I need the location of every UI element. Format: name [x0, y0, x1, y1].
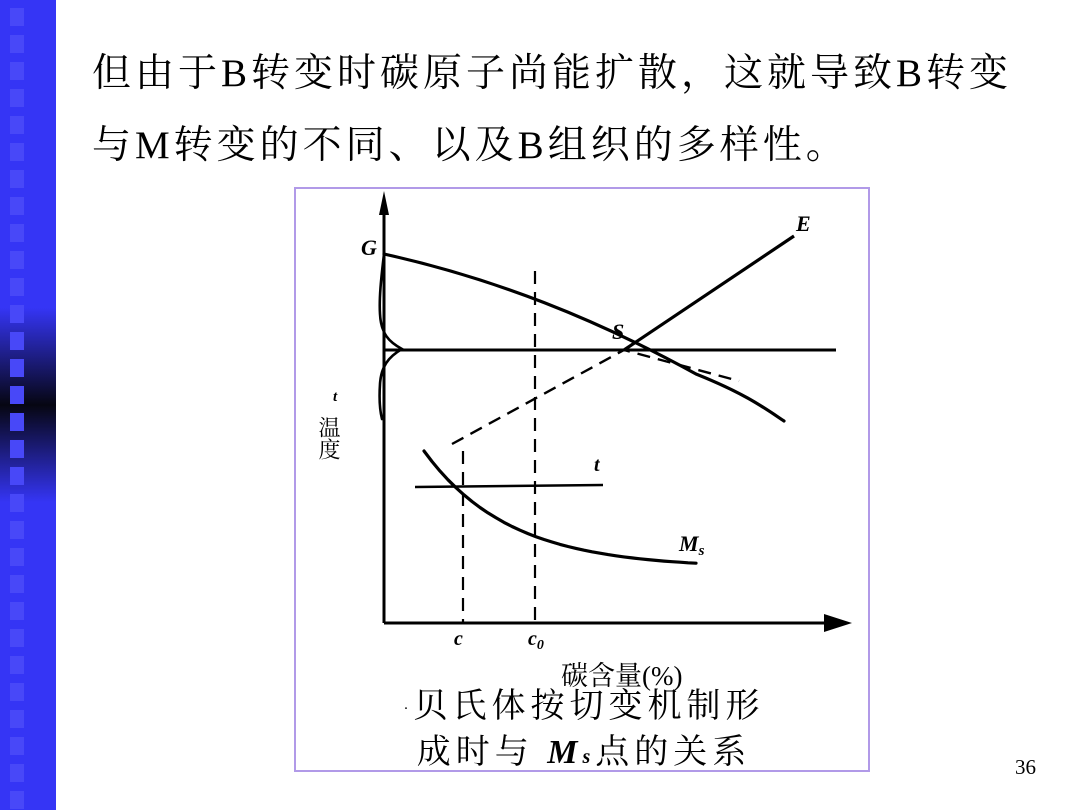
- svg-text:t: t: [594, 454, 601, 476]
- svg-text:c: c: [454, 628, 463, 650]
- svg-text:E: E: [795, 211, 811, 236]
- svg-text:G: G: [361, 235, 377, 260]
- svg-text:S: S: [612, 319, 624, 344]
- svg-text:Ms: Ms: [678, 531, 705, 559]
- svg-text:c0: c0: [528, 628, 544, 653]
